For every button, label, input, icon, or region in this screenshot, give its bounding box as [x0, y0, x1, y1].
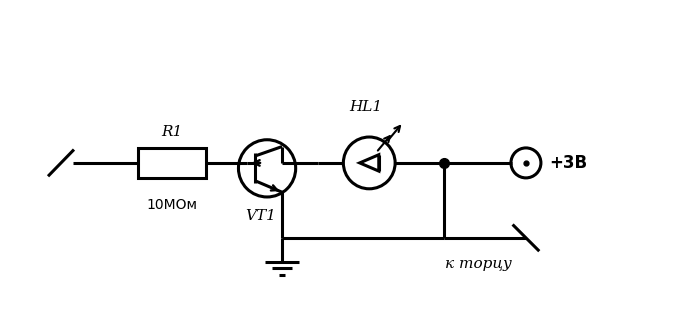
Bar — [137, 148, 206, 178]
Text: +3В: +3В — [549, 154, 588, 172]
Text: R1: R1 — [161, 125, 183, 139]
Text: к торцу: к торцу — [445, 257, 512, 271]
Text: VT1: VT1 — [245, 209, 276, 223]
Text: 10МОм: 10МОм — [146, 198, 197, 212]
Text: HL1: HL1 — [349, 100, 382, 114]
